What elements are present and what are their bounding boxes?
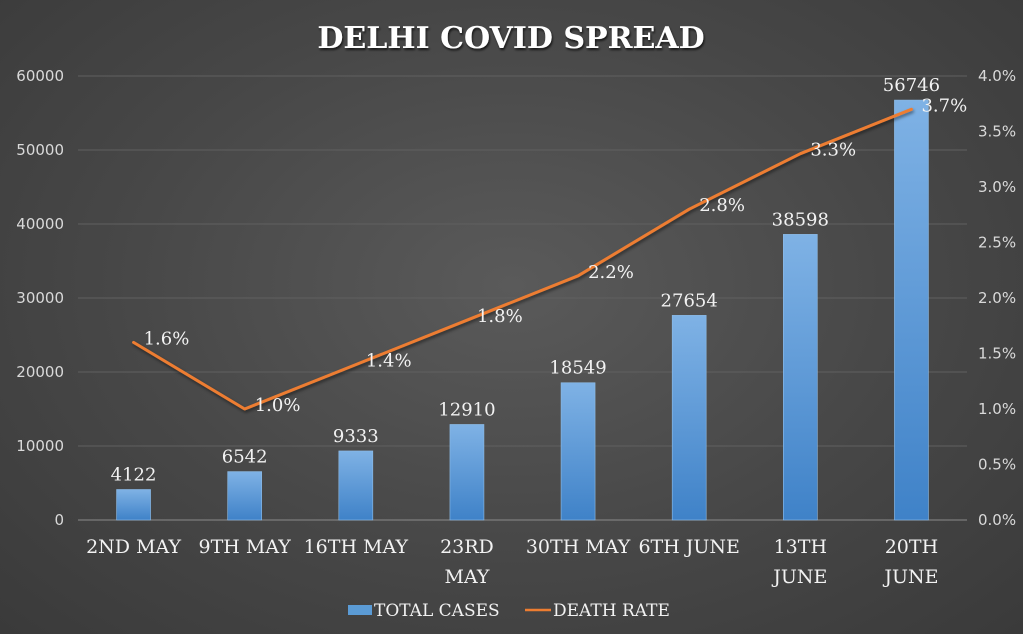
right-tick-label: 4.0% (978, 67, 1016, 85)
chart-title: DELHI COVID SPREAD (317, 21, 704, 56)
category-label: JUNE (771, 566, 827, 588)
bar-data-label: 4122 (111, 464, 157, 485)
right-tick-label: 3.0% (978, 178, 1016, 196)
left-tick-label: 30000 (16, 289, 64, 307)
bar (671, 315, 707, 521)
legend-death-rate: DEATH RATE (553, 601, 670, 621)
line-data-label: 2.8% (699, 195, 745, 216)
category-label: 2ND MAY (86, 536, 181, 558)
bar (894, 99, 929, 521)
legend: TOTAL CASES DEATH RATE (348, 601, 670, 621)
x-axis-categories: 2ND MAY 9TH MAY 16TH MAY 23RD MAY 30TH MAY 6TH… (86, 536, 938, 588)
bar-data-label: 38598 (772, 209, 829, 230)
bar (449, 424, 485, 521)
right-tick-label: 2.0% (978, 289, 1016, 307)
bar-data-labels: 4122 6542 9333 12910 18549 27654 38598 56746 (111, 75, 940, 485)
bar-data-label: 27654 (661, 290, 718, 311)
line-data-label: 3.7% (921, 95, 967, 116)
bar-series (116, 99, 929, 521)
category-label: 20TH (885, 536, 938, 558)
bar (338, 450, 374, 521)
gridlines (78, 75, 967, 521)
category-label: 9TH MAY (199, 536, 292, 558)
line-data-label: 1.6% (144, 328, 190, 349)
bar-data-label: 12910 (438, 399, 495, 420)
bar (227, 471, 262, 521)
right-tick-label: 3.5% (978, 123, 1016, 141)
death-rate-line (132, 107, 913, 411)
right-axis-ticks: 0.0% 0.5% 1.0% 1.5% 2.0% 2.5% 3.0% 3.5% 4.0% (978, 67, 1016, 529)
line-data-label: 3.3% (810, 140, 856, 161)
left-tick-label: 50000 (16, 141, 64, 159)
left-tick-label: 60000 (16, 67, 64, 85)
left-axis-ticks: 0 10000 20000 30000 40000 50000 60000 (16, 67, 64, 529)
left-tick-label: 40000 (16, 215, 64, 233)
right-tick-label: 2.5% (978, 234, 1016, 252)
line-data-label: 1.8% (477, 306, 523, 327)
category-label: JUNE (882, 566, 938, 588)
right-tick-label: 1.5% (978, 345, 1016, 363)
legend-total-cases: TOTAL CASES (374, 601, 500, 621)
line-series (132, 107, 913, 411)
category-label: 30TH MAY (526, 536, 631, 558)
bar (783, 234, 818, 521)
bar-data-label: 56746 (883, 75, 940, 96)
left-tick-label: 0 (54, 511, 64, 529)
right-tick-label: 1.0% (978, 400, 1016, 418)
bar (560, 382, 596, 521)
right-tick-label: 0.5% (978, 456, 1016, 474)
category-label: 23RD (440, 536, 494, 558)
legend-bar-swatch (348, 605, 372, 615)
line-data-labels: 1.6% 1.0% 1.4% 1.8% 2.2% 2.8% 3.3% 3.7% (144, 95, 968, 416)
category-label: 13TH (774, 536, 827, 558)
category-label: 6TH JUNE (638, 536, 740, 558)
category-label: 16TH MAY (304, 536, 409, 558)
line-data-label: 2.2% (588, 262, 634, 283)
line-data-label: 1.0% (255, 395, 301, 416)
bar (116, 489, 151, 521)
line-data-label: 1.4% (366, 351, 412, 372)
right-tick-label: 0.0% (978, 511, 1016, 529)
bar-data-label: 9333 (333, 426, 379, 447)
category-label: MAY (444, 566, 489, 588)
bar-data-label: 6542 (222, 447, 268, 468)
left-tick-label: 20000 (16, 363, 64, 381)
left-tick-label: 10000 (16, 437, 64, 455)
bar-data-label: 18549 (549, 358, 606, 379)
